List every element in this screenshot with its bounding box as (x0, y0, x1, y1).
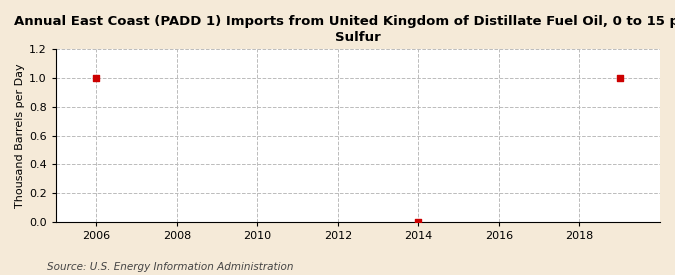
Y-axis label: Thousand Barrels per Day: Thousand Barrels per Day (15, 63, 25, 208)
Point (614, 76, 625, 80)
Title: Annual East Coast (PADD 1) Imports from United Kingdom of Distillate Fuel Oil, 0: Annual East Coast (PADD 1) Imports from … (14, 15, 675, 44)
Text: Source: U.S. Energy Information Administration: Source: U.S. Energy Information Administ… (47, 262, 294, 272)
Point (413, 219, 424, 224)
Point (91, 76, 102, 80)
